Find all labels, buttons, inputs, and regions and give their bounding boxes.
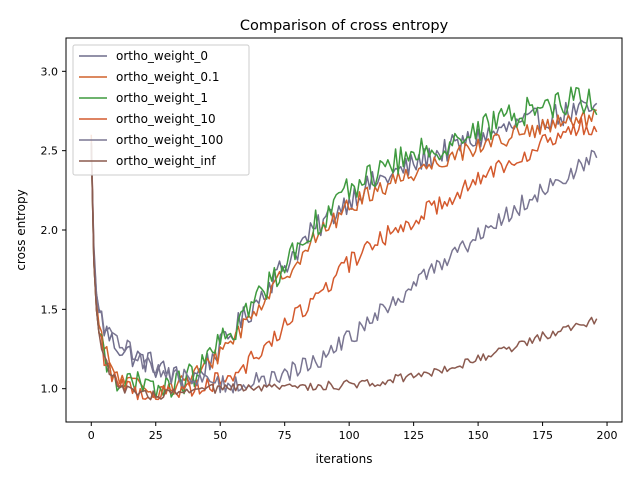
series-line-ortho_weight_0.1 xyxy=(90,109,597,399)
y-tick-label: 3.0 xyxy=(41,65,59,78)
series-line-ortho_weight_100 xyxy=(90,142,598,394)
x-tick-label: 100 xyxy=(339,429,360,442)
x-tick-label: 0 xyxy=(88,429,95,442)
plot-area xyxy=(65,37,623,423)
legend-label: ortho_weight_100 xyxy=(116,133,223,147)
x-axis-label: iterations xyxy=(316,452,373,466)
y-tick-label: 2.0 xyxy=(41,224,59,237)
legend-label: ortho_weight_1 xyxy=(116,91,208,105)
series-line-ortho_weight_1 xyxy=(90,86,598,400)
series-layer xyxy=(90,86,598,401)
y-tick-label: 1.0 xyxy=(41,383,59,396)
series-line-ortho_weight_0 xyxy=(90,99,598,391)
chart-title: Comparison of cross entropy xyxy=(240,18,449,34)
series-line-ortho_weight_inf xyxy=(90,142,598,401)
y-tick-label: 1.5 xyxy=(41,303,59,316)
x-tick-label: 150 xyxy=(468,429,489,442)
x-axis-ticks: 0 25 50 75 100 125 150 175 200 xyxy=(88,422,618,442)
y-axis-ticks: 1.0 1.5 2.0 2.5 3.0 xyxy=(41,65,66,396)
legend: ortho_weight_0 ortho_weight_0.1 ortho_weig… xyxy=(72,44,250,176)
legend-box xyxy=(72,44,250,176)
x-tick-label: 125 xyxy=(403,429,424,442)
y-tick-label: 2.5 xyxy=(41,145,59,158)
x-tick-label: 75 xyxy=(278,429,292,442)
x-tick-label: 200 xyxy=(597,429,618,442)
y-axis-label: cross entropy xyxy=(14,189,28,270)
legend-label: ortho_weight_inf xyxy=(116,154,216,168)
legend-label: ortho_weight_0.1 xyxy=(116,70,219,84)
x-tick-label: 175 xyxy=(532,429,553,442)
legend-label: ortho_weight_10 xyxy=(116,112,216,126)
x-tick-label: 50 xyxy=(213,429,227,442)
legend-label: ortho_weight_0 xyxy=(116,49,208,63)
x-tick-label: 25 xyxy=(149,429,163,442)
